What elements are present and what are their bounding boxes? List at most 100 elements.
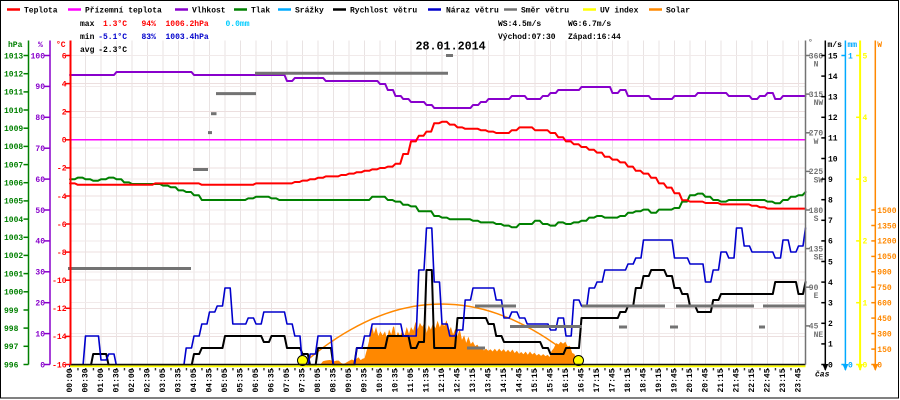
svg-text:750: 750 bbox=[877, 284, 892, 293]
svg-text:čas: čas bbox=[815, 371, 830, 380]
svg-text:19:15: 19:15 bbox=[655, 368, 664, 392]
svg-text:40: 40 bbox=[35, 238, 45, 247]
svg-text:05:05: 05:05 bbox=[221, 368, 230, 392]
svg-text:0: 0 bbox=[877, 361, 882, 370]
svg-text:1011: 1011 bbox=[4, 89, 23, 98]
svg-text:50: 50 bbox=[35, 207, 45, 216]
svg-text:180: 180 bbox=[809, 207, 824, 216]
svg-text:0: 0 bbox=[62, 137, 67, 146]
svg-text:0: 0 bbox=[863, 361, 868, 370]
svg-text:00:30: 00:30 bbox=[82, 368, 91, 392]
svg-text:SW: SW bbox=[814, 176, 824, 185]
svg-text:450: 450 bbox=[877, 315, 892, 324]
svg-text:1050: 1050 bbox=[877, 253, 896, 262]
svg-text:W: W bbox=[814, 138, 819, 147]
svg-text:-14: -14 bbox=[52, 333, 67, 342]
svg-text:2: 2 bbox=[863, 238, 868, 247]
svg-text:11: 11 bbox=[828, 135, 838, 144]
svg-text:13: 13 bbox=[828, 94, 838, 103]
svg-text:07:35: 07:35 bbox=[299, 368, 308, 392]
svg-text:avg: avg bbox=[80, 46, 95, 55]
svg-text:15:15: 15:15 bbox=[531, 368, 540, 392]
svg-text:1200: 1200 bbox=[877, 238, 896, 247]
svg-text:1000: 1000 bbox=[4, 289, 23, 298]
svg-text:09:35: 09:35 bbox=[361, 368, 370, 392]
svg-text:3: 3 bbox=[828, 300, 833, 309]
svg-text:999: 999 bbox=[4, 307, 19, 316]
svg-text:17:45: 17:45 bbox=[609, 368, 618, 392]
svg-text:01:00: 01:00 bbox=[97, 368, 106, 392]
svg-text:300: 300 bbox=[877, 330, 892, 339]
svg-text:18:15: 18:15 bbox=[624, 368, 633, 392]
svg-text:-4: -4 bbox=[57, 193, 67, 202]
svg-text:Rychlost větru: Rychlost větru bbox=[350, 7, 417, 16]
svg-text:70: 70 bbox=[35, 145, 45, 154]
svg-text:1500: 1500 bbox=[877, 207, 896, 216]
svg-text:997: 997 bbox=[4, 343, 19, 352]
svg-text:1007: 1007 bbox=[4, 161, 23, 170]
svg-text:08:35: 08:35 bbox=[330, 368, 339, 392]
svg-text:0.0mm: 0.0mm bbox=[226, 20, 250, 29]
svg-text:315: 315 bbox=[809, 91, 824, 100]
svg-text:18:45: 18:45 bbox=[640, 368, 649, 392]
svg-text:1002: 1002 bbox=[4, 252, 23, 261]
svg-text:4: 4 bbox=[828, 279, 833, 288]
svg-text:0: 0 bbox=[848, 361, 853, 370]
svg-text:12: 12 bbox=[828, 114, 838, 123]
svg-text:02:00: 02:00 bbox=[128, 368, 137, 392]
svg-text:4: 4 bbox=[863, 114, 868, 123]
svg-text:12:45: 12:45 bbox=[454, 368, 463, 392]
svg-text:03:35: 03:35 bbox=[175, 368, 184, 392]
svg-text:Vlhkost: Vlhkost bbox=[192, 7, 226, 16]
svg-text:Západ:16:44: Západ:16:44 bbox=[568, 33, 621, 42]
svg-text:WG:6.7m/s: WG:6.7m/s bbox=[568, 20, 611, 29]
svg-text:0: 0 bbox=[828, 361, 833, 370]
svg-text:14:15: 14:15 bbox=[500, 368, 509, 392]
svg-text:6: 6 bbox=[62, 52, 67, 61]
svg-text:1013: 1013 bbox=[4, 52, 23, 61]
svg-text:225: 225 bbox=[809, 168, 824, 177]
svg-text:06:35: 06:35 bbox=[268, 368, 277, 392]
svg-text:998: 998 bbox=[4, 325, 19, 334]
svg-text:14:45: 14:45 bbox=[516, 368, 525, 392]
svg-text:Náraz větru: Náraz větru bbox=[446, 7, 499, 16]
svg-text:1001: 1001 bbox=[4, 270, 23, 279]
svg-text:-2.3°C: -2.3°C bbox=[98, 46, 127, 55]
svg-text:20: 20 bbox=[35, 300, 45, 309]
svg-text:150: 150 bbox=[877, 346, 892, 355]
svg-text:90: 90 bbox=[35, 83, 45, 92]
svg-text:100: 100 bbox=[31, 52, 46, 61]
svg-text:-12: -12 bbox=[52, 305, 67, 314]
svg-text:16:15: 16:15 bbox=[562, 368, 571, 392]
svg-text:1350: 1350 bbox=[877, 222, 896, 231]
svg-text:SE: SE bbox=[814, 254, 824, 263]
svg-text:3: 3 bbox=[863, 176, 868, 185]
svg-text:2: 2 bbox=[828, 320, 833, 329]
svg-text:-10: -10 bbox=[52, 277, 67, 286]
svg-text:4: 4 bbox=[62, 80, 67, 89]
svg-text:%: % bbox=[38, 41, 43, 50]
svg-text:WS:4.5m/s: WS:4.5m/s bbox=[498, 20, 541, 29]
svg-text:5: 5 bbox=[828, 258, 833, 267]
svg-text:1: 1 bbox=[848, 52, 853, 61]
svg-text:19:45: 19:45 bbox=[671, 368, 680, 392]
svg-text:60: 60 bbox=[35, 176, 45, 185]
svg-text:E: E bbox=[814, 292, 819, 301]
svg-text:1: 1 bbox=[863, 300, 868, 309]
svg-text:14: 14 bbox=[828, 73, 838, 82]
svg-text:N: N bbox=[814, 61, 819, 70]
svg-text:max: max bbox=[80, 20, 95, 29]
svg-text:1010: 1010 bbox=[4, 107, 23, 116]
svg-text:06:05: 06:05 bbox=[252, 368, 261, 392]
svg-text:7: 7 bbox=[828, 217, 833, 226]
svg-text:11:35: 11:35 bbox=[423, 368, 432, 392]
svg-text:10: 10 bbox=[35, 330, 45, 339]
svg-text:05:35: 05:35 bbox=[237, 368, 246, 392]
svg-text:W: W bbox=[877, 41, 882, 50]
svg-text:00:00: 00:00 bbox=[66, 368, 75, 392]
svg-text:Přízemní teplota: Přízemní teplota bbox=[85, 7, 162, 16]
svg-text:20:15: 20:15 bbox=[686, 368, 695, 392]
svg-text:Teplota: Teplota bbox=[24, 7, 58, 16]
svg-text:22:15: 22:15 bbox=[748, 368, 757, 392]
svg-text:17:15: 17:15 bbox=[593, 368, 602, 392]
